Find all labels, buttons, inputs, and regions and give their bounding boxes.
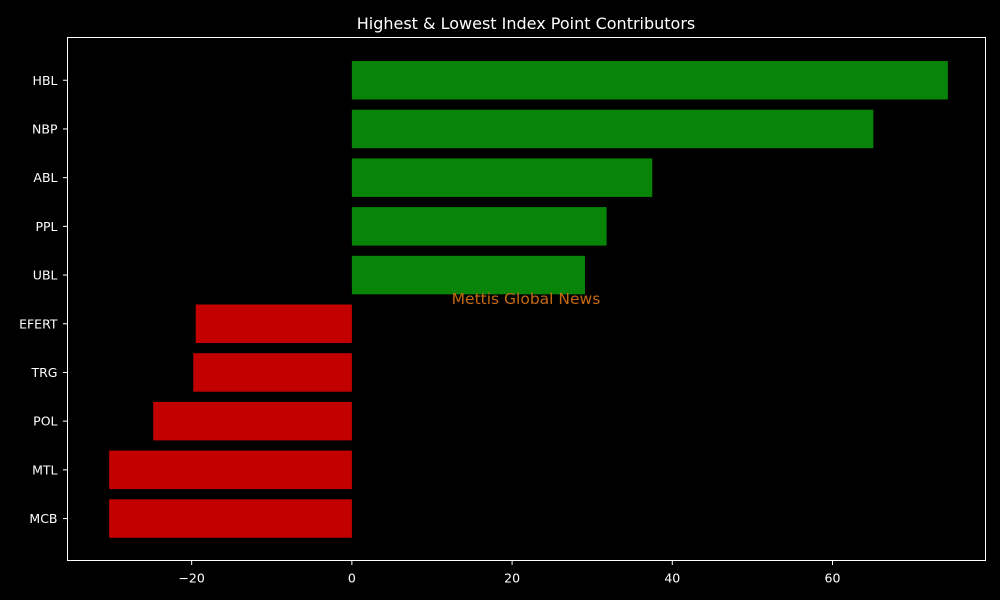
- chart-title: Highest & Lowest Index Point Contributor…: [357, 14, 696, 33]
- x-tick-label: 20: [504, 571, 520, 586]
- bar-ubl: [351, 255, 585, 295]
- bar-efert: [195, 304, 352, 343]
- bar-mcb: [109, 499, 352, 538]
- bar-abl: [351, 158, 653, 197]
- x-tick-label: 60: [825, 571, 841, 586]
- bar-pol: [153, 401, 352, 441]
- x-axis: −20 0 20 40 60: [178, 560, 841, 586]
- y-tick-label-nbp: NBP: [32, 121, 58, 136]
- bar-nbp: [351, 109, 874, 149]
- x-tick-label: 0: [348, 571, 356, 586]
- y-axis: HBL NBP ABL PPL UBL EFERT TRG POL MTL MCB: [19, 73, 68, 526]
- bar-ppl: [351, 207, 607, 246]
- y-tick-label-mtl: MTL: [32, 462, 57, 477]
- bar-hbl: [351, 61, 948, 100]
- y-tick-label-hbl: HBL: [33, 73, 58, 88]
- x-tick-label: 40: [664, 571, 680, 586]
- y-tick-label-ubl: UBL: [33, 268, 58, 283]
- bars-group: [109, 61, 948, 538]
- y-tick-label-pol: POL: [33, 414, 57, 429]
- watermark: Mettis Global News: [452, 290, 601, 308]
- y-tick-label-abl: ABL: [33, 170, 57, 185]
- x-tick-label: −20: [178, 571, 204, 586]
- y-tick-label-ppl: PPL: [35, 219, 57, 234]
- bar-mtl: [109, 450, 352, 490]
- y-tick-label-efert: EFERT: [19, 316, 58, 331]
- bar-trg: [193, 353, 352, 392]
- y-tick-label-trg: TRG: [30, 365, 57, 380]
- y-tick-label-mcb: MCB: [29, 511, 57, 526]
- plot-frame: [67, 37, 986, 561]
